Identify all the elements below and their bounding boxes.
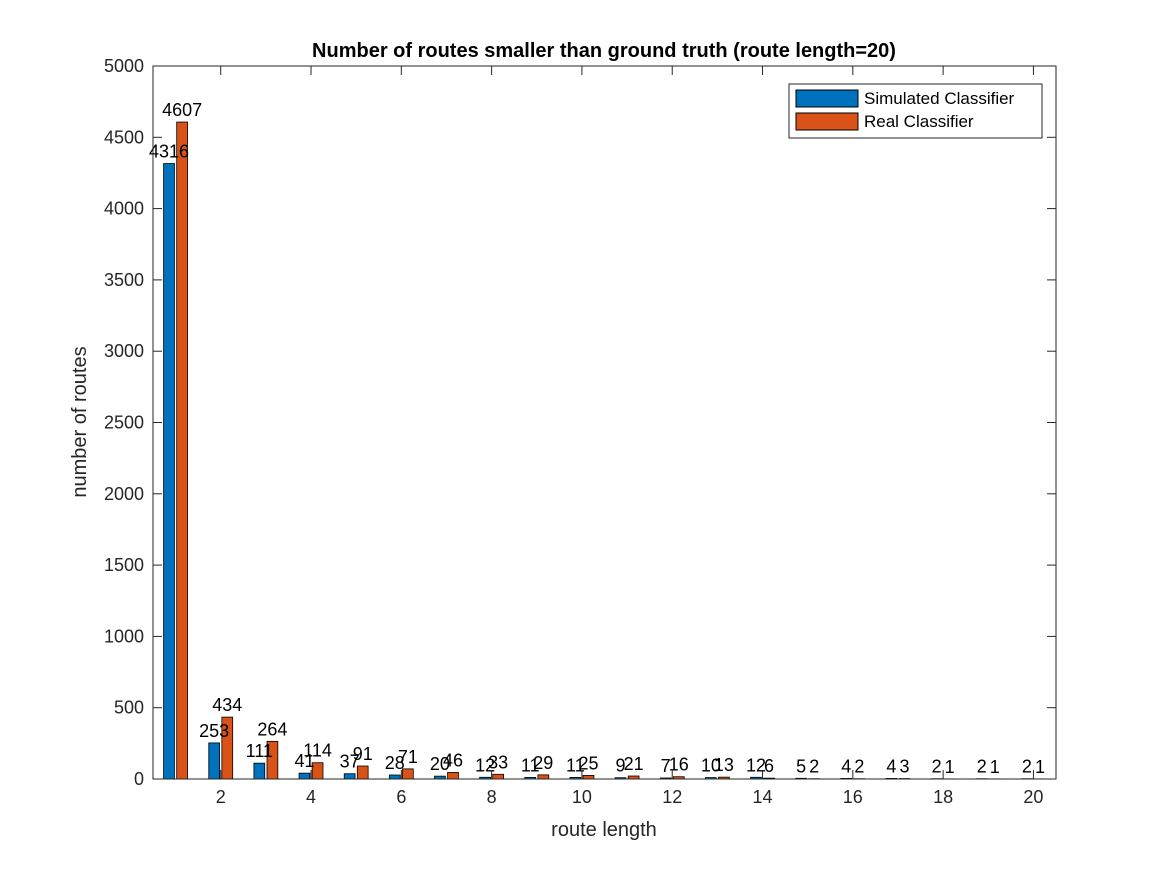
- x-tick-label: 14: [753, 787, 773, 807]
- y-tick-label: 2500: [104, 413, 144, 433]
- data-label: 46: [443, 750, 463, 770]
- data-label: 37: [340, 752, 360, 772]
- bar-simulated: [298, 772, 311, 780]
- x-tick-label: 12: [662, 787, 682, 807]
- data-label: 264: [257, 719, 287, 739]
- data-label: 2: [932, 757, 942, 777]
- data-label: 2: [854, 757, 864, 777]
- bar-real: [176, 121, 188, 780]
- y-tick-label: 4500: [104, 127, 144, 147]
- data-label: 12: [475, 755, 495, 775]
- bar-real: [582, 775, 595, 780]
- y-tick-label: 0: [134, 769, 144, 789]
- x-axis-title: route length: [551, 819, 657, 841]
- x-tick-label: 20: [1023, 787, 1043, 807]
- data-label: 4: [841, 756, 851, 776]
- data-label: 21: [624, 754, 644, 774]
- data-label: 33: [488, 752, 508, 772]
- y-tick-label: 1500: [104, 555, 144, 575]
- bar-simulated: [163, 163, 175, 780]
- plot-frame: [152, 65, 1057, 780]
- data-label: 1: [990, 757, 1000, 777]
- data-label: 20: [430, 754, 450, 774]
- y-tick-label: 1000: [104, 626, 144, 646]
- data-label: 253: [199, 721, 229, 741]
- x-tick-label: 18: [933, 787, 953, 807]
- data-label: 12: [746, 755, 766, 775]
- y-tick-label: 5000: [104, 56, 144, 76]
- data-label: 5: [796, 756, 806, 776]
- data-label: 4: [886, 756, 896, 776]
- y-tick-label: 500: [114, 698, 144, 718]
- data-label: 29: [533, 753, 553, 773]
- data-label: 41: [294, 751, 314, 771]
- x-tick-label: 8: [487, 787, 497, 807]
- data-label: 4316: [149, 142, 189, 162]
- bar-simulated: [208, 742, 220, 780]
- data-label: 4607: [162, 100, 202, 120]
- data-label: 25: [578, 753, 598, 773]
- data-label: 28: [385, 753, 405, 773]
- data-label: 11: [566, 755, 585, 775]
- legend-label-simulated: Simulated Classifier: [864, 89, 1015, 108]
- y-axis-title: number of routes: [69, 346, 91, 497]
- data-label: 10: [701, 756, 721, 776]
- tick-labels-layer: 0 500 1000 1500 2000 2500 3000 3500 4000 4500 5000…: [104, 56, 1043, 807]
- data-label: 71: [398, 747, 418, 767]
- data-label: 114: [303, 741, 332, 761]
- data-label: 9: [616, 756, 626, 776]
- y-tick-label: 3000: [104, 341, 144, 361]
- bar-simulated: [388, 774, 401, 780]
- bar-simulated: [343, 773, 356, 780]
- y-tick-label: 3500: [104, 270, 144, 290]
- data-label: 1: [1035, 757, 1045, 777]
- data-label: 2: [977, 757, 987, 777]
- data-label: 6: [764, 756, 774, 776]
- data-label: 11: [521, 755, 540, 775]
- legend: Simulated Classifier Real Classifier: [788, 83, 1043, 139]
- data-label: 91: [353, 744, 373, 764]
- chart-title: Number of routes smaller than ground tru…: [312, 40, 896, 62]
- plot-area: [153, 66, 1056, 779]
- x-tick-label: 2: [216, 787, 226, 807]
- legend-swatch-simulated: [795, 89, 859, 108]
- data-label: 3: [900, 757, 910, 777]
- bar-simulated: [253, 762, 266, 780]
- legend-label-real: Real Classifier: [864, 112, 974, 131]
- data-label: 16: [669, 755, 689, 775]
- bar-real: [537, 774, 550, 780]
- legend-swatch-real: [795, 112, 859, 131]
- data-label: 111: [246, 741, 273, 761]
- y-tick-label: 4000: [104, 199, 144, 219]
- data-label: 13: [714, 755, 734, 775]
- x-tick-label: 16: [843, 787, 863, 807]
- x-tick-label: 4: [306, 787, 316, 807]
- data-label: 2: [1022, 757, 1032, 777]
- x-tick-label: 10: [572, 787, 592, 807]
- x-tick-label: 6: [396, 787, 406, 807]
- data-label: 434: [212, 695, 242, 715]
- data-label: 2: [809, 757, 819, 777]
- data-label: 1: [945, 757, 955, 777]
- data-label: 7: [661, 756, 671, 776]
- y-tick-label: 2000: [104, 484, 144, 504]
